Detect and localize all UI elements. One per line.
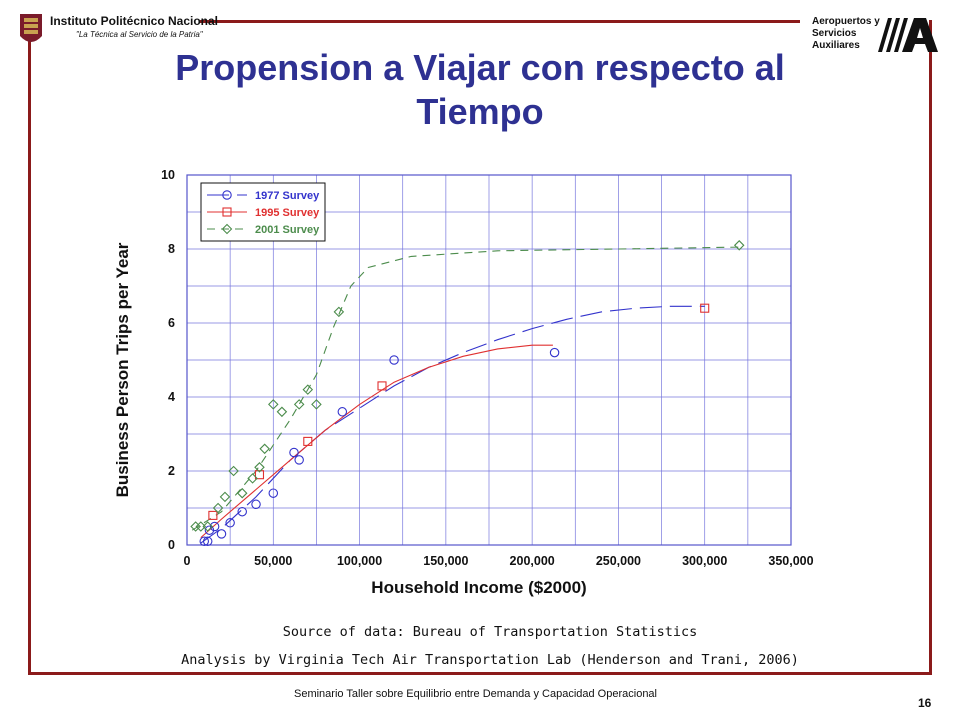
data-point-1 (208, 510, 218, 520)
data-point-0 (237, 506, 247, 517)
data-point-1 (700, 303, 710, 313)
institution-slogan: "La Técnica al Servicio de la Patria" (76, 30, 203, 39)
y-tick-label: 8 (168, 242, 175, 256)
data-point-0 (216, 529, 227, 539)
data-point-2 (247, 473, 258, 484)
legend-marker (222, 190, 232, 200)
x-tick-label: 50,000 (254, 554, 292, 568)
legend-label: 1995 Survey (255, 207, 320, 219)
partner-line: Auxiliares (812, 40, 860, 51)
y-tick-label: 2 (168, 464, 175, 478)
asa-logo-icon (878, 18, 938, 52)
data-point-0 (199, 536, 210, 547)
partner-line: Servicios (812, 28, 857, 39)
partner-name: Aeropuertos y Servicios Auxiliares (812, 16, 880, 52)
y-tick-label: 0 (168, 538, 175, 552)
x-axis-label: Household Income ($2000) (371, 578, 586, 597)
data-point-2 (302, 384, 314, 395)
fit-line-2 (191, 246, 740, 531)
data-point-2 (733, 240, 745, 251)
data-point-0 (289, 447, 299, 458)
data-point-0 (389, 355, 399, 365)
fit-line-0 (200, 305, 705, 544)
data-point-2 (236, 487, 248, 499)
data-point-0 (251, 499, 261, 510)
data-point-1 (303, 436, 313, 446)
slide-frame (28, 20, 932, 675)
y-axis-label: Business Person Trips per Year (113, 242, 132, 497)
data-point-0 (209, 521, 220, 532)
x-tick-label: 0 (184, 554, 191, 568)
page-number: 16 (918, 696, 932, 710)
data-point-2 (228, 465, 239, 477)
institution-block: Instituto Politécnico Nacional "La Técni… (50, 14, 218, 39)
header-rule-left (200, 20, 800, 23)
footer-text: Seminario Taller sobre Equilibrio entre … (294, 688, 657, 700)
legend-marker (222, 207, 232, 217)
slide-title: Propension a Viajar con respecto al Tiem… (60, 46, 900, 134)
data-point-2 (259, 443, 270, 455)
data-point-2 (333, 306, 345, 318)
title-line: Tiempo (416, 91, 544, 132)
x-tick-label: 350,000 (768, 554, 813, 568)
partner-line: Aeropuertos y (812, 16, 880, 27)
data-point-0 (549, 347, 560, 358)
y-tick-label: 10 (161, 168, 175, 182)
data-point-1 (377, 381, 387, 391)
legend-label: 2001 Survey (255, 224, 320, 236)
income-trips-chart: 0 50,000 100,000 150,000 200,000 250,000 300,0… (113, 168, 814, 597)
x-tick-label: 250,000 (596, 554, 641, 568)
y-tick-label: 4 (168, 390, 175, 404)
plot-border (186, 174, 792, 546)
data-point-2 (311, 399, 322, 410)
data-point-2 (195, 521, 207, 532)
x-tick-label: 200,000 (510, 554, 555, 568)
legend-label: 1977 Survey (255, 190, 320, 202)
x-tick-label: 300,000 (682, 554, 727, 568)
title-line: Propension a Viajar con respecto al (175, 47, 785, 88)
institution-name: Instituto Politécnico Nacional (50, 14, 219, 28)
data-point-0 (337, 407, 348, 417)
data-point-0 (268, 488, 279, 498)
data-point-2 (268, 399, 279, 410)
data-point-2 (219, 491, 231, 503)
data-point-0 (202, 536, 213, 547)
analysis-line: Analysis by Virginia Tech Air Transporta… (181, 652, 799, 668)
x-tick-label: 100,000 (337, 554, 382, 568)
data-point-2 (276, 406, 288, 418)
data-point-2 (202, 521, 213, 532)
legend-marker (221, 223, 233, 235)
data-point-2 (254, 462, 265, 473)
x-tick-label: 150,000 (423, 554, 468, 568)
data-point-2 (212, 502, 224, 514)
data-point-1 (254, 470, 265, 480)
fit-line-1 (200, 344, 553, 539)
ipn-crest-icon (20, 14, 42, 42)
y-tick-label: 6 (168, 316, 175, 330)
data-point-2 (190, 521, 201, 532)
data-point-0 (225, 518, 235, 528)
source-line: Source of data: Bureau of Transportation… (282, 624, 698, 640)
data-point-2 (293, 399, 305, 410)
data-point-0 (294, 455, 304, 465)
